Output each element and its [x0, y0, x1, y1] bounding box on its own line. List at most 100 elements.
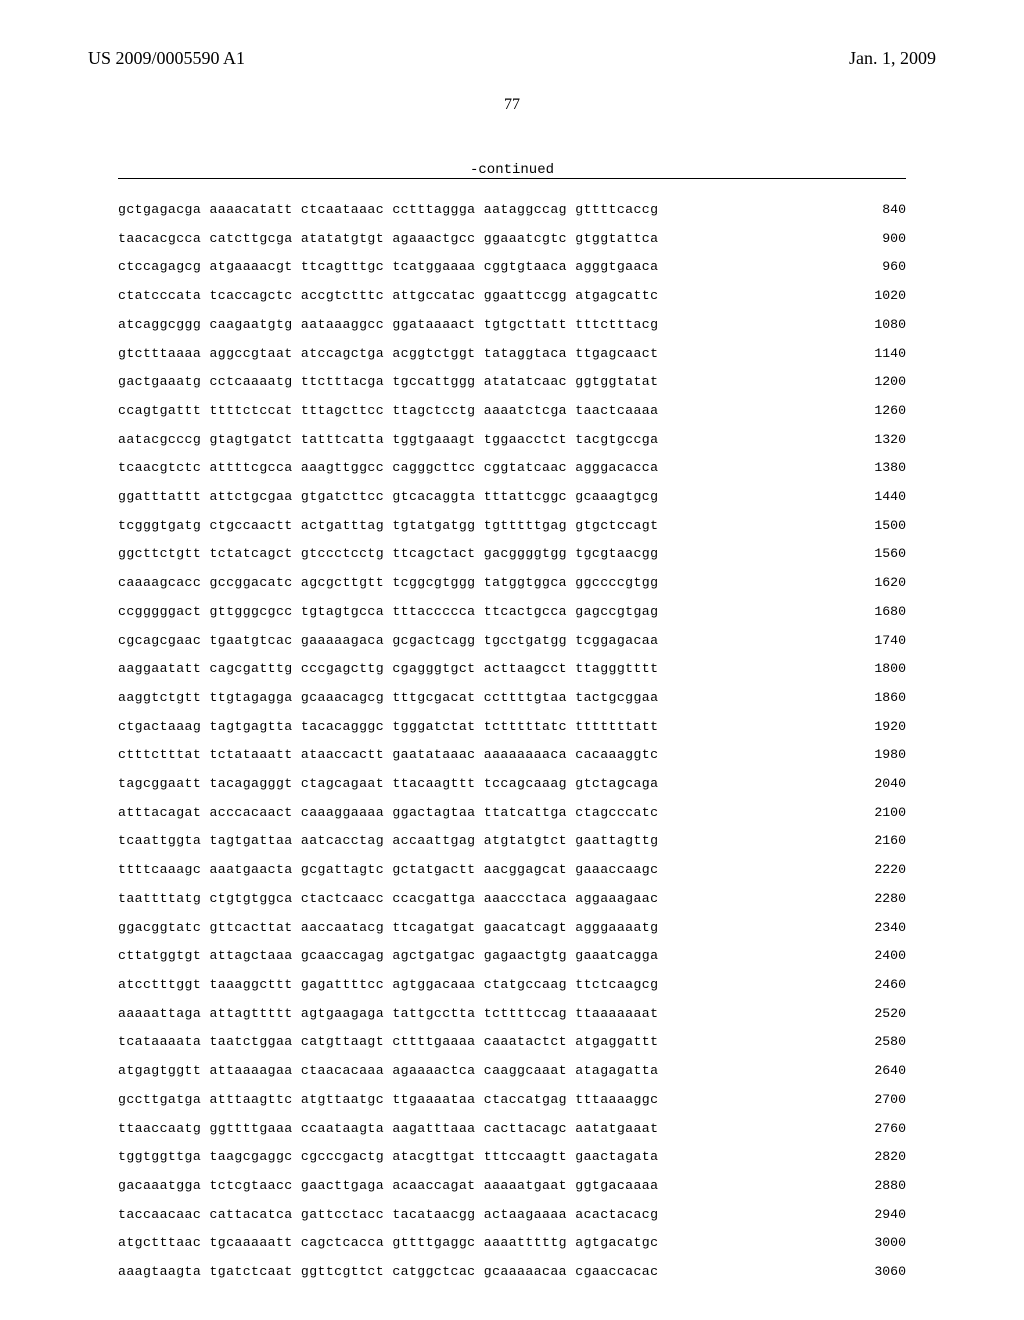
sequence-text: tagcggaatt tacagagggt ctagcagaat ttacaag… [118, 770, 658, 799]
sequence-position: 1500 [856, 512, 906, 541]
sequence-row: tcgggtgatg ctgccaactt actgatttag tgtatga… [118, 512, 906, 541]
sequence-row: cgcagcgaac tgaatgtcac gaaaaagaca gcgactc… [118, 627, 906, 656]
sequence-position: 1020 [856, 282, 906, 311]
sequence-row: atgagtggtt attaaaagaa ctaacacaaa agaaaac… [118, 1057, 906, 1086]
sequence-text: ggcttctgtt tctatcagct gtccctcctg ttcagct… [118, 540, 658, 569]
sequence-position: 1140 [856, 340, 906, 369]
sequence-text: ccagtgattt ttttctccat tttagcttcc ttagctc… [118, 397, 658, 426]
sequence-text: tcaattggta tagtgattaa aatcacctag accaatt… [118, 827, 658, 856]
sequence-position: 2880 [856, 1172, 906, 1201]
sequence-row: ctgactaaag tagtgagtta tacacagggc tgggatc… [118, 713, 906, 742]
sequence-position: 2700 [856, 1086, 906, 1115]
sequence-text: aatacgcccg gtagtgatct tatttcatta tggtgaa… [118, 426, 658, 455]
sequence-row: aaagtaagta tgatctcaat ggttcgttct catggct… [118, 1258, 906, 1287]
sequence-row: taacacgcca catcttgcga atatatgtgt agaaact… [118, 225, 906, 254]
sequence-position: 2280 [856, 885, 906, 914]
sequence-row: gactgaaatg cctcaaaatg ttctttacga tgccatt… [118, 368, 906, 397]
sequence-position: 1740 [856, 627, 906, 656]
horizontal-rule-top [118, 178, 906, 179]
sequence-text: gctgagacga aaaacatatt ctcaataaac cctttag… [118, 196, 658, 225]
sequence-position: 2760 [856, 1115, 906, 1144]
sequence-position: 2820 [856, 1143, 906, 1172]
sequence-row: gtctttaaaa aggccgtaat atccagctga acggtct… [118, 340, 906, 369]
sequence-text: ctatcccata tcaccagctc accgtctttc attgcca… [118, 282, 658, 311]
sequence-row: ttaaccaatg ggttttgaaa ccaataagta aagattt… [118, 1115, 906, 1144]
sequence-row: taattttatg ctgtgtggca ctactcaacc ccacgat… [118, 885, 906, 914]
sequence-text: aaagtaagta tgatctcaat ggttcgttct catggct… [118, 1258, 658, 1287]
sequence-text: taacacgcca catcttgcga atatatgtgt agaaact… [118, 225, 658, 254]
sequence-position: 960 [856, 253, 906, 282]
sequence-position: 1620 [856, 569, 906, 598]
sequence-position: 2220 [856, 856, 906, 885]
sequence-text: ctccagagcg atgaaaacgt ttcagtttgc tcatgga… [118, 253, 658, 282]
sequence-row: ctttctttat tctataaatt ataaccactt gaatata… [118, 741, 906, 770]
publication-date: Jan. 1, 2009 [849, 48, 936, 69]
sequence-position: 1860 [856, 684, 906, 713]
sequence-position: 840 [856, 196, 906, 225]
sequence-row: tcaacgtctc attttcgcca aaagttggcc cagggct… [118, 454, 906, 483]
sequence-position: 1800 [856, 655, 906, 684]
sequence-text: ttttcaaagc aaatgaacta gcgattagtc gctatga… [118, 856, 658, 885]
sequence-row: atcctttggt taaaggcttt gagattttcc agtggac… [118, 971, 906, 1000]
sequence-text: caaaagcacc gccggacatc agcgcttgtt tcggcgt… [118, 569, 658, 598]
sequence-row: aatacgcccg gtagtgatct tatttcatta tggtgaa… [118, 426, 906, 455]
sequence-position: 900 [856, 225, 906, 254]
sequence-text: ctttctttat tctataaatt ataaccactt gaatata… [118, 741, 658, 770]
sequence-text: aaaaattaga attagttttt agtgaagaga tattgcc… [118, 1000, 658, 1029]
sequence-position: 2640 [856, 1057, 906, 1086]
sequence-position: 3000 [856, 1229, 906, 1258]
sequence-text: tcataaaata taatctggaa catgttaagt cttttga… [118, 1028, 658, 1057]
sequence-row: gccttgatga atttaagttc atgttaatgc ttgaaaa… [118, 1086, 906, 1115]
sequence-text: aaggtctgtt ttgtagagga gcaaacagcg tttgcga… [118, 684, 658, 713]
sequence-position: 1560 [856, 540, 906, 569]
sequence-position: 2160 [856, 827, 906, 856]
sequence-row: ctatcccata tcaccagctc accgtctttc attgcca… [118, 282, 906, 311]
sequence-position: 2340 [856, 914, 906, 943]
sequence-text: ggatttattt attctgcgaa gtgatcttcc gtcacag… [118, 483, 658, 512]
sequence-text: aaggaatatt cagcgatttg cccgagcttg cgagggt… [118, 655, 658, 684]
sequence-text: cttatggtgt attagctaaa gcaaccagag agctgat… [118, 942, 658, 971]
sequence-row: atcaggcggg caagaatgtg aataaaggcc ggataaa… [118, 311, 906, 340]
sequence-text: atcctttggt taaaggcttt gagattttcc agtggac… [118, 971, 658, 1000]
sequence-position: 2580 [856, 1028, 906, 1057]
sequence-row: cttatggtgt attagctaaa gcaaccagag agctgat… [118, 942, 906, 971]
sequence-text: gactgaaatg cctcaaaatg ttctttacga tgccatt… [118, 368, 658, 397]
sequence-text: gacaaatgga tctcgtaacc gaacttgaga acaacca… [118, 1172, 658, 1201]
sequence-position: 1200 [856, 368, 906, 397]
sequence-position: 2100 [856, 799, 906, 828]
continued-label: -continued [0, 162, 1024, 178]
sequence-text: atcaggcggg caagaatgtg aataaaggcc ggataaa… [118, 311, 658, 340]
sequence-text: tcgggtgatg ctgccaactt actgatttag tgtatga… [118, 512, 658, 541]
sequence-row: ggcttctgtt tctatcagct gtccctcctg ttcagct… [118, 540, 906, 569]
sequence-position: 2940 [856, 1201, 906, 1230]
sequence-position: 1920 [856, 713, 906, 742]
sequence-row: atttacagat acccacaact caaaggaaaa ggactag… [118, 799, 906, 828]
sequence-row: ggatttattt attctgcgaa gtgatcttcc gtcacag… [118, 483, 906, 512]
sequence-position: 1440 [856, 483, 906, 512]
page-number: 77 [0, 96, 1024, 114]
sequence-text: ccgggggact gttgggcgcc tgtagtgcca tttaccc… [118, 598, 658, 627]
sequence-row: tcaattggta tagtgattaa aatcacctag accaatt… [118, 827, 906, 856]
sequence-row: ctccagagcg atgaaaacgt ttcagtttgc tcatgga… [118, 253, 906, 282]
sequence-row: atgctttaac tgcaaaaatt cagctcacca gttttga… [118, 1229, 906, 1258]
sequence-row: tggtggttga taagcgaggc cgcccgactg atacgtt… [118, 1143, 906, 1172]
publication-number: US 2009/0005590 A1 [88, 48, 245, 69]
sequence-text: taccaacaac cattacatca gattcctacc tacataa… [118, 1201, 658, 1230]
sequence-text: ctgactaaag tagtgagtta tacacagggc tgggatc… [118, 713, 658, 742]
sequence-row: taccaacaac cattacatca gattcctacc tacataa… [118, 1201, 906, 1230]
sequence-text: atgctttaac tgcaaaaatt cagctcacca gttttga… [118, 1229, 658, 1258]
sequence-position: 1080 [856, 311, 906, 340]
sequence-row: gacaaatgga tctcgtaacc gaacttgaga acaacca… [118, 1172, 906, 1201]
sequence-row: tcataaaata taatctggaa catgttaagt cttttga… [118, 1028, 906, 1057]
sequence-position: 1980 [856, 741, 906, 770]
sequence-row: tagcggaatt tacagagggt ctagcagaat ttacaag… [118, 770, 906, 799]
sequence-position: 2520 [856, 1000, 906, 1029]
sequence-row: aaggaatatt cagcgatttg cccgagcttg cgagggt… [118, 655, 906, 684]
sequence-text: atgagtggtt attaaaagaa ctaacacaaa agaaaac… [118, 1057, 658, 1086]
sequence-text: atttacagat acccacaact caaaggaaaa ggactag… [118, 799, 658, 828]
sequence-row: gctgagacga aaaacatatt ctcaataaac cctttag… [118, 196, 906, 225]
sequence-row: ggacggtatc gttcacttat aaccaatacg ttcagat… [118, 914, 906, 943]
sequence-position: 1320 [856, 426, 906, 455]
sequence-position: 3060 [856, 1258, 906, 1287]
sequence-position: 2040 [856, 770, 906, 799]
